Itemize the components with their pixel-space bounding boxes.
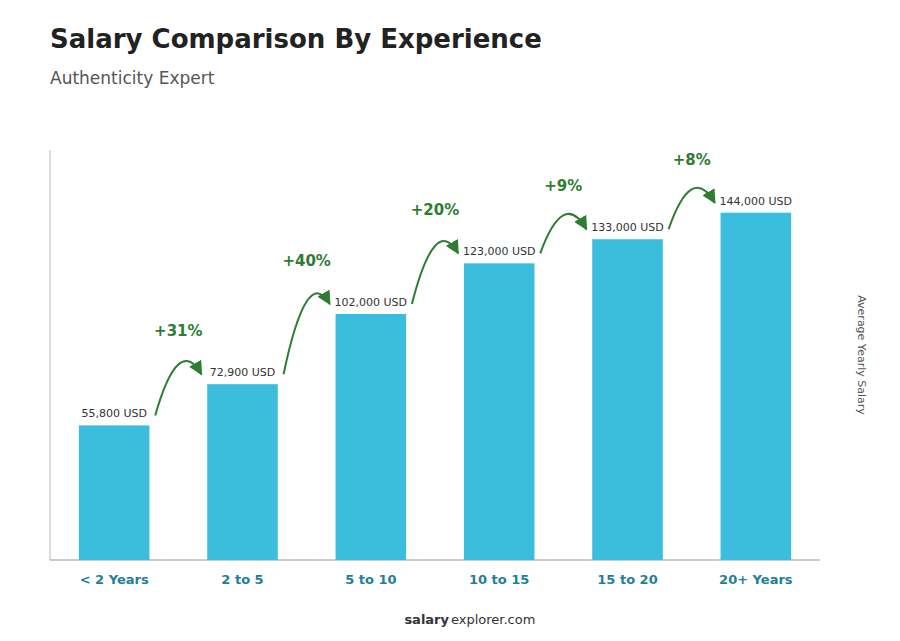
x-tick-label: 2 to 5 [221,572,263,587]
x-tick-label: 15 to 20 [597,572,657,587]
chart: Salary Comparison By Experience Authentic… [0,0,900,641]
x-tick-label: < 2 Years [80,572,149,587]
x-axis-line [50,560,820,561]
bar [464,263,535,560]
x-tick-label: 20+ Years [719,572,793,587]
growth-arrow [284,293,330,374]
data-label: 123,000 USD [463,245,536,258]
y-axis-line [50,150,51,560]
annotation: +9% [544,177,582,195]
bar [207,384,278,560]
growth-arrow [540,214,586,253]
annotation: +40% [282,252,330,270]
data-label: 102,000 USD [335,296,408,309]
bar [79,425,150,560]
x-tick-label: 5 to 10 [345,572,396,587]
annotation: +31% [154,322,202,340]
bar [336,314,407,560]
growth-arrow [155,361,201,415]
growth-arrow [412,241,458,304]
annotation: +20% [411,201,459,219]
subtitle: Authenticity Expert [50,68,215,88]
bar [592,239,663,560]
y-axis-label: Average Yearly Salary [855,295,868,415]
bars [79,213,791,560]
footer: explorer.com [451,612,535,627]
data-label: 144,000 USD [720,195,793,208]
data-label: 55,800 USD [81,407,147,420]
bar [721,213,792,560]
data-label: 133,000 USD [591,221,664,234]
footer: salary [404,612,449,627]
title: Salary Comparison By Experience [50,24,542,54]
data-label: 72,900 USD [210,366,276,379]
growth-arrow [669,188,715,230]
annotation: +8% [673,151,711,169]
x-tick-label: 10 to 15 [469,572,529,587]
